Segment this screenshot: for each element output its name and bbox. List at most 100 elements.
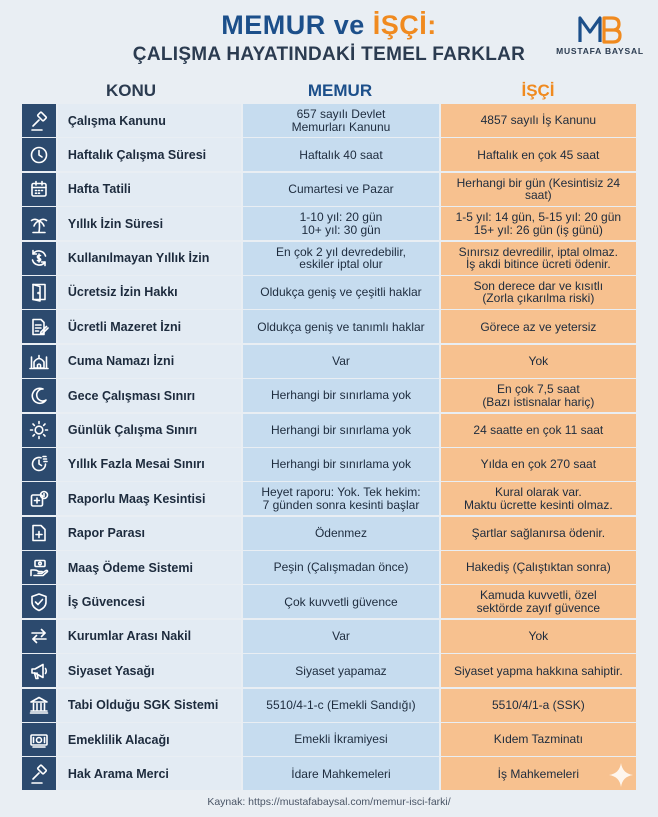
- row-konu: Siyaset Yasağı: [57, 654, 242, 688]
- row-konu: Yıllık İzin Süresi: [57, 207, 242, 241]
- row-isci: Siyaset yapma hakkına sahiptir.: [440, 654, 637, 688]
- megaphone-icon: [31, 663, 47, 680]
- gavel-icon: [31, 764, 47, 784]
- row-konu: Tabi Olduğu SGK Sistemi: [57, 688, 242, 722]
- row-memur: Emekli İkramiyesi: [243, 723, 439, 757]
- row-icon-cell: [22, 344, 56, 378]
- bank-icon: [29, 696, 49, 714]
- row-konu: Raporlu Maaş Kesintisi: [57, 482, 242, 516]
- column-header-konu: KONU: [105, 81, 157, 100]
- page-title: MEMUR ve İŞÇİ:: [0, 8, 658, 42]
- column-header-memur: MEMUR: [307, 81, 373, 100]
- row-isci: En çok 7,5 saat (Bazı istisnalar hariç): [440, 379, 637, 413]
- row-konu: Çalışma Kanunu: [57, 104, 242, 137]
- row-konu: Gece Çalışması Sınırı: [57, 379, 242, 413]
- column-header-isci: İŞÇİ: [521, 81, 555, 100]
- row-isci: Yılda en çok 270 saat: [440, 447, 637, 481]
- clock-icon: [30, 146, 48, 164]
- row-icon-cell: [22, 654, 56, 688]
- row-icon-cell: [22, 551, 56, 585]
- row-isci: Şartlar sağlanırsa ödenir.: [440, 516, 637, 550]
- title-memur: MEMUR: [221, 10, 326, 40]
- row-isci: Hakediş (Çalıştıktan sonra): [440, 551, 637, 585]
- money-hand-icon: [30, 559, 49, 576]
- row-icon-cell: [22, 104, 56, 137]
- row-memur: İdare Mahkemeleri: [243, 757, 439, 791]
- title-ve: ve: [333, 10, 365, 40]
- table-row: Yıllık Fazla Mesai Sınırı Herhangi bir sı…: [22, 447, 637, 481]
- row-memur: Herhangi bir sınırlama yok: [243, 413, 439, 447]
- calendar-icon: [31, 180, 47, 198]
- row-memur: Peşin (Çalışmadan önce): [243, 551, 439, 585]
- row-isci: Herhangi bir gün (Kesintisiz 24 saat): [440, 172, 637, 206]
- table-row: Hak Arama Merci İdare Mahkemeleri İş Mahke…: [22, 757, 637, 791]
- sun-icon: [29, 420, 49, 440]
- door-icon: [32, 284, 46, 303]
- row-icon-cell: [22, 482, 56, 516]
- row-konu: Emeklilik Alacağı: [57, 723, 242, 757]
- row-icon-cell: [22, 619, 56, 653]
- logo-mark-icon: [578, 16, 622, 44]
- row-konu: Rapor Parası: [57, 516, 242, 550]
- row-memur: 1-10 yıl: 20 gün 10+ yıl: 30 gün: [243, 207, 439, 241]
- cycle-money-icon: [31, 249, 47, 267]
- table-row: Çalışma Kanunu 657 sayılı Devlet Memurlar…: [22, 104, 637, 137]
- table-row: Hafta Tatili Cumartesi ve Pazar Herhangi b…: [22, 172, 637, 206]
- row-konu: Günlük Çalışma Sınırı: [57, 413, 242, 447]
- row-isci: 5510/4/1-a (SSK): [440, 688, 637, 722]
- table-row: Gece Çalışması Sınırı Herhangi bir sınırl…: [22, 379, 637, 413]
- row-isci: Kamuda kuvvetli, özel sektörde zayıf güv…: [440, 585, 637, 619]
- title-block: MEMUR ve İŞÇİ: ÇALIŞMA HAYATINDAKİ TEMEL…: [0, 8, 658, 66]
- page-subtitle: ÇALIŞMA HAYATINDAKİ TEMEL FARKLAR: [132, 44, 526, 65]
- row-isci: Son derece dar ve kısıtlı (Zorla çıkarıl…: [440, 275, 637, 309]
- medical-money-icon: [30, 490, 49, 507]
- overtime-clock-icon: [31, 456, 48, 472]
- comparison-table: Çalışma Kanunu 657 sayılı Devlet Memurlar…: [22, 104, 637, 792]
- row-isci: Yok: [440, 619, 637, 653]
- row-memur: Oldukça geniş ve çeşitli haklar: [243, 275, 439, 309]
- row-isci: 4857 sayılı İş Kanunu: [440, 104, 637, 137]
- row-konu: Maaş Ödeme Sistemi: [57, 551, 242, 585]
- table-row: Yıllık İzin Süresi 1-10 yıl: 20 gün 10+ y…: [22, 207, 637, 241]
- table-row: Tabi Olduğu SGK Sistemi 5510/4-1-c (Emekl…: [22, 688, 637, 722]
- row-memur: Heyet raporu: Yok. Tek hekim: 7 günden s…: [243, 482, 439, 516]
- row-icon-cell: [22, 310, 56, 344]
- row-icon-cell: [22, 447, 56, 481]
- row-konu: Haftalık Çalışma Süresi: [57, 138, 242, 172]
- shield-check-icon: [31, 593, 47, 612]
- row-isci: Yok: [440, 344, 637, 378]
- table-row: Kullanılmayan Yıllık İzin En çok 2 yıl de…: [22, 241, 637, 275]
- row-memur: Var: [243, 344, 439, 378]
- row-memur: Haftalık 40 saat: [243, 138, 439, 172]
- row-icon-cell: [22, 413, 56, 447]
- table-row: Ücretsiz İzin Hakkı Oldukça geniş ve çeşi…: [22, 275, 637, 309]
- table-row: Maaş Ödeme Sistemi Peşin (Çalışmadan önce…: [22, 551, 637, 585]
- source-footer: Kaynak: https://mustafabaysal.com/memur-…: [207, 796, 451, 808]
- row-icon-cell: [22, 757, 56, 791]
- row-konu: Ücretli Mazeret İzni: [57, 310, 242, 344]
- row-memur: Herhangi bir sınırlama yok: [243, 379, 439, 413]
- row-konu: Ücretsiz İzin Hakkı: [57, 275, 242, 309]
- logo-text: MUSTAFA BAYSAL: [556, 46, 644, 56]
- row-isci: 1-5 yıl: 14 gün, 5-15 yıl: 20 gün 15+ yı…: [440, 207, 637, 241]
- row-icon-cell: [22, 723, 56, 757]
- moon-icon: [31, 387, 47, 404]
- row-icon-cell: [22, 138, 56, 172]
- row-memur: Cumartesi ve Pazar: [243, 172, 439, 206]
- table-row: İş Güvencesi Çok kuvvetli güvence Kamuda k…: [22, 585, 637, 619]
- row-konu: Kurumlar Arası Nakil: [57, 619, 242, 653]
- row-isci: Kural olarak var. Maktu ücrette kesinti …: [440, 482, 637, 516]
- row-icon-cell: [22, 516, 56, 550]
- mosque-icon: [29, 354, 49, 370]
- table-row: Haftalık Çalışma Süresi Haftalık 40 saat H…: [22, 138, 637, 172]
- row-konu: Hak Arama Merci: [57, 757, 242, 791]
- row-isci: Görece az ve yetersiz: [440, 310, 637, 344]
- row-memur: Ödenmez: [243, 516, 439, 550]
- row-isci: 24 saatte en çok 11 saat: [440, 413, 637, 447]
- row-icon-cell: [22, 688, 56, 722]
- row-konu: Yıllık Fazla Mesai Sınırı: [57, 447, 242, 481]
- logo: MUSTAFA BAYSAL: [552, 14, 648, 56]
- row-icon-cell: [22, 241, 56, 275]
- sparkle-icon: [609, 763, 633, 787]
- row-icon-cell: [22, 275, 56, 309]
